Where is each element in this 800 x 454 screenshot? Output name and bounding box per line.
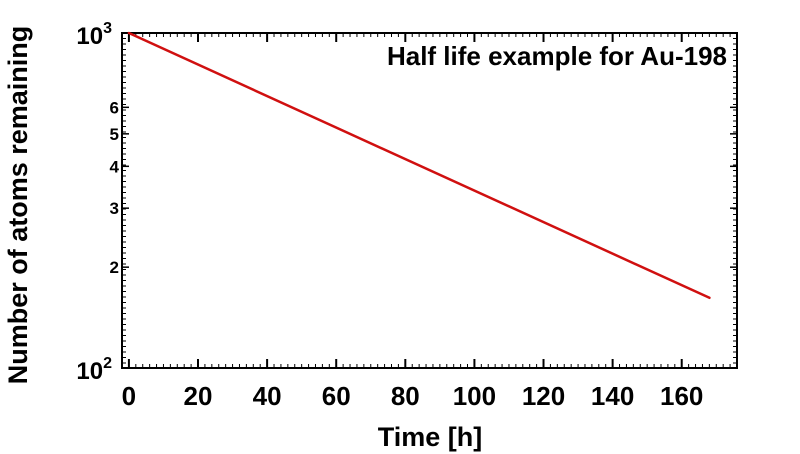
x-tick-label: 0 (122, 381, 136, 411)
y-axis-label: Number of atoms remaining (3, 26, 33, 385)
x-tick-label: 40 (253, 381, 282, 411)
y-minor-tick-label: 4 (110, 157, 120, 176)
minor-ticks (122, 32, 738, 368)
y-tick-label-exponent: 3 (103, 20, 112, 37)
y-minor-tick-label: 2 (110, 258, 119, 277)
x-axis-label: Time [h] (378, 422, 483, 452)
x-tick-label: 160 (660, 381, 703, 411)
x-tick-label: 80 (391, 381, 420, 411)
x-tick-label: 120 (522, 381, 565, 411)
y-minor-tick-label: 6 (110, 98, 119, 117)
y-tick-label-base: 10 (76, 358, 103, 385)
y-tick-label: 102 (76, 355, 112, 385)
x-tick-label: 100 (453, 381, 496, 411)
y-minor-tick-label: 5 (110, 125, 119, 144)
decay-series-line (127, 31, 711, 300)
series-layer (127, 31, 711, 300)
y-tick-label-exponent: 2 (103, 355, 112, 372)
chart-title: Half life example for Au-198 (387, 41, 727, 71)
y-tick-label-base: 10 (76, 23, 103, 50)
x-ticks: 0 20 40 60 80 100 120 140 160 (122, 33, 703, 411)
y-tick-label: 103 (76, 20, 112, 50)
x-tick-label: 60 (322, 381, 351, 411)
y-minor-tick-label: 3 (110, 199, 119, 218)
x-tick-label: 140 (591, 381, 634, 411)
x-tick-label: 20 (184, 381, 213, 411)
plot-frame (121, 32, 738, 369)
